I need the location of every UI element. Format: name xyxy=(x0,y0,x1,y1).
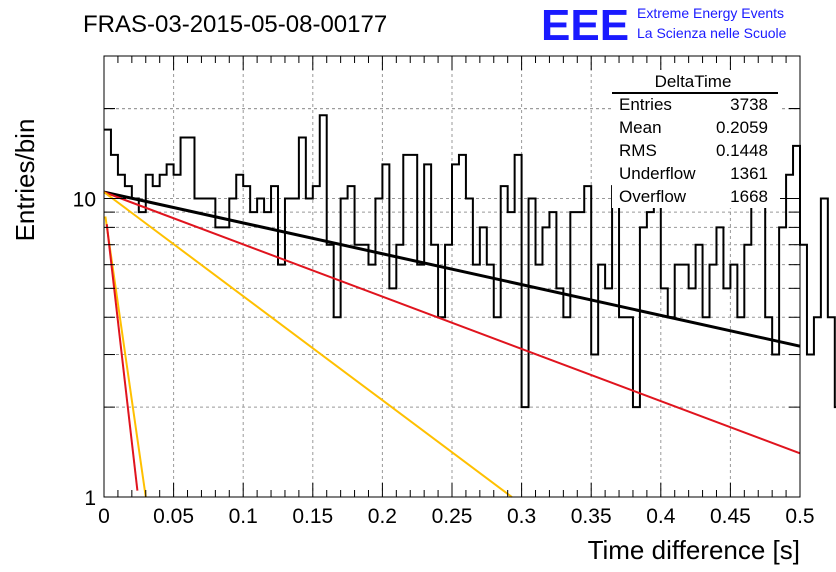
stats-value-rms: 0.1448 xyxy=(716,141,768,160)
stats-value-entries: 3738 xyxy=(730,95,768,114)
fit-curve-4 xyxy=(105,224,139,491)
logo-line2: La Scienza nelle Scuole xyxy=(637,25,787,41)
stats-label-entries: Entries xyxy=(619,95,672,114)
x-tick-label: 0.1 xyxy=(229,505,258,528)
x-tick-label: 0.15 xyxy=(292,505,333,528)
fit-curves xyxy=(103,190,801,498)
logo-line1: Extreme Energy Events xyxy=(637,5,784,21)
chart-title: FRAS-03-2015-05-08-00177 xyxy=(83,11,387,38)
fit-curve-1 xyxy=(103,191,801,455)
stats-label-underflow: Underflow xyxy=(619,164,696,183)
x-tick-label: 0 xyxy=(98,505,110,528)
stats-value-overflow: 1668 xyxy=(730,187,768,206)
eee-logo: EEE Extreme Energy Events La Scienza nel… xyxy=(541,1,787,50)
fit-curve-0 xyxy=(103,190,801,348)
stats-title: DeltaTime xyxy=(655,72,732,91)
x-tick-label: 0.35 xyxy=(571,505,612,528)
y-tick-label: 10 xyxy=(73,188,96,211)
x-tick-label: 0.25 xyxy=(432,505,473,528)
stats-label-rms: RMS xyxy=(619,141,657,160)
x-tick-label: 0.45 xyxy=(710,505,751,528)
x-tick-label: 0.2 xyxy=(368,505,397,528)
x-tick-label: 0.5 xyxy=(785,505,814,528)
histogram xyxy=(104,114,836,409)
fit-curve-2 xyxy=(103,191,513,498)
x-tick-label: 0.05 xyxy=(153,505,194,528)
stats-label-mean: Mean xyxy=(619,118,662,137)
x-tick-label: 0.3 xyxy=(507,505,536,528)
y-tick-label: 1 xyxy=(84,487,96,510)
logo-mark: EEE xyxy=(541,1,629,50)
x-axis-label: Time difference [s] xyxy=(588,535,800,565)
y-axis-label: Entries/bin xyxy=(10,119,40,242)
x-tick-label: 0.4 xyxy=(646,505,676,528)
axes: 0 0.05 0.1 0.15 0.2 0.25 0.3 0.35 0.4 0.45 0.5 1 10 xyxy=(73,55,815,528)
stats-value-underflow: 1361 xyxy=(730,164,768,183)
stats-box: DeltaTime Entries 3738 Mean 0.2059 RMS 0… xyxy=(612,70,780,208)
histogram-step-line xyxy=(104,114,836,409)
stats-label-overflow: Overflow xyxy=(619,187,687,206)
stats-value-mean: 0.2059 xyxy=(716,118,768,137)
